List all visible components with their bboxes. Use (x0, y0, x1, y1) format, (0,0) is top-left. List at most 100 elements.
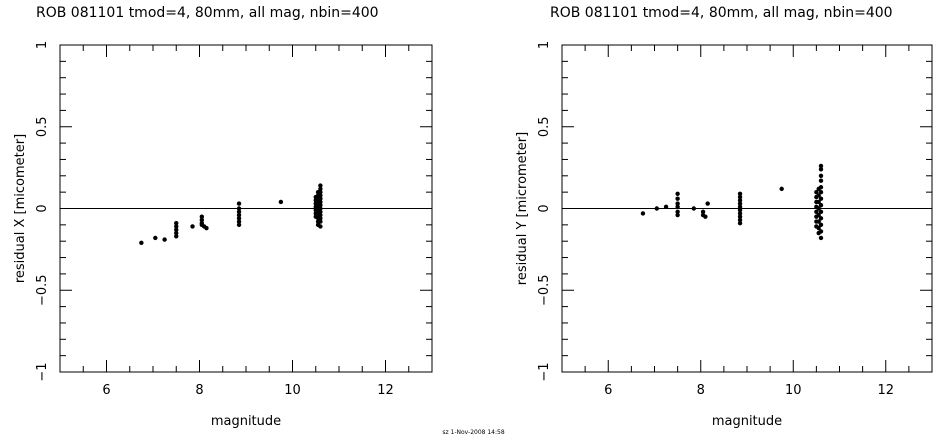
data-point (818, 173, 824, 178)
data-point (705, 201, 710, 206)
data-point (318, 209, 323, 214)
data-point (737, 204, 743, 210)
data-point (737, 194, 743, 200)
right-chart-title: ROB 081101 tmod=4, 80mm, all mag, nbin=4… (550, 5, 893, 21)
x-tick-label: 12 (877, 383, 894, 398)
data-point (779, 186, 784, 192)
right-chart-y-residual: 6 8 10 12 −1 −0.5 0 0.5 1 magnitude residual Y [mi… (515, 41, 933, 429)
data-point (700, 209, 706, 214)
x-tick-label: 6 (102, 383, 110, 398)
data-point (318, 186, 323, 192)
data-point (675, 212, 680, 218)
data-point (818, 196, 824, 201)
data-point (818, 203, 824, 208)
data-point (318, 189, 323, 195)
data-point (318, 212, 323, 218)
data-point (236, 209, 242, 214)
x-tick-label: 6 (604, 383, 612, 398)
y-tick-label: 1 (35, 41, 50, 49)
y-tick-label: 0.5 (537, 116, 552, 137)
data-point (318, 216, 323, 221)
left-chart-title: ROB 081101 tmod=4, 80mm, all mag, nbin=4… (36, 5, 379, 21)
timestamp-footer: sz 1-Nov-2008 14:58 (442, 429, 505, 436)
data-point (236, 206, 242, 211)
data-point (663, 204, 669, 210)
x-tick-label: 12 (377, 383, 394, 398)
data-point (816, 199, 821, 205)
data-point (675, 196, 680, 201)
y-axis-label: residual X [micometer] (13, 134, 28, 283)
data-point (278, 199, 284, 205)
y-tick-label: −0.5 (35, 274, 50, 306)
data-point (816, 225, 821, 231)
data-point (162, 237, 167, 242)
data-point (814, 189, 819, 195)
y-tick-label: −1 (537, 362, 552, 381)
data-point (318, 199, 323, 205)
data-point (818, 185, 824, 190)
data-point (236, 222, 242, 228)
x-tick-label: 10 (284, 383, 301, 398)
y-tick-label: 1 (537, 41, 552, 49)
data-point (190, 224, 195, 229)
data-point (818, 178, 824, 183)
data-point (318, 193, 323, 198)
data-point (737, 201, 743, 206)
data-point (318, 224, 323, 229)
data-point (318, 196, 323, 201)
data-point (204, 225, 209, 231)
data-point (199, 217, 205, 223)
data-point (691, 206, 697, 211)
data-point (737, 217, 743, 223)
data-point (675, 209, 680, 214)
data-point (818, 163, 824, 169)
data-point (236, 212, 242, 218)
data-point (703, 214, 708, 219)
data-point (318, 219, 323, 224)
data-point (814, 209, 819, 214)
data-point (199, 214, 205, 219)
data-point (737, 207, 743, 213)
data-point (318, 203, 323, 208)
data-point (816, 206, 821, 211)
data-point (818, 189, 824, 195)
data-point (675, 191, 680, 196)
data-point (816, 219, 821, 224)
data-point (174, 221, 179, 226)
data-point (737, 191, 743, 196)
data-point (737, 221, 743, 226)
left-chart-x-residual: 6 8 10 12 −1 −0.5 0 0.5 1 magnitude residual X [mi… (13, 41, 433, 429)
data-point (153, 235, 158, 241)
y-tick-label: 0 (537, 204, 552, 212)
data-point (174, 227, 179, 232)
data-point (818, 229, 824, 234)
data-point (174, 230, 179, 236)
x-tick-label: 10 (785, 383, 802, 398)
y-tick-label: 0 (35, 204, 50, 212)
data-point (818, 167, 824, 172)
y-tick-label: −0.5 (537, 274, 552, 306)
x-tick-label: 8 (195, 383, 203, 398)
data-point (318, 183, 323, 188)
data-point (236, 219, 242, 224)
data-point (139, 240, 144, 246)
data-point (818, 222, 824, 228)
data-point (640, 211, 646, 216)
y-tick-label: −1 (35, 362, 50, 381)
data-point (816, 212, 821, 218)
data-point (818, 209, 824, 214)
data-point (174, 234, 179, 239)
data-point (818, 235, 824, 241)
data-point (318, 206, 323, 211)
data-point (675, 204, 680, 210)
data-point (236, 216, 242, 221)
data-point (816, 193, 821, 198)
data-point (654, 206, 660, 211)
y-tick-label: 0.5 (35, 116, 50, 137)
data-point (737, 214, 743, 219)
data-point (174, 224, 179, 229)
data-point (737, 198, 743, 203)
x-axis-label: magnitude (712, 414, 782, 429)
data-point (737, 211, 743, 216)
